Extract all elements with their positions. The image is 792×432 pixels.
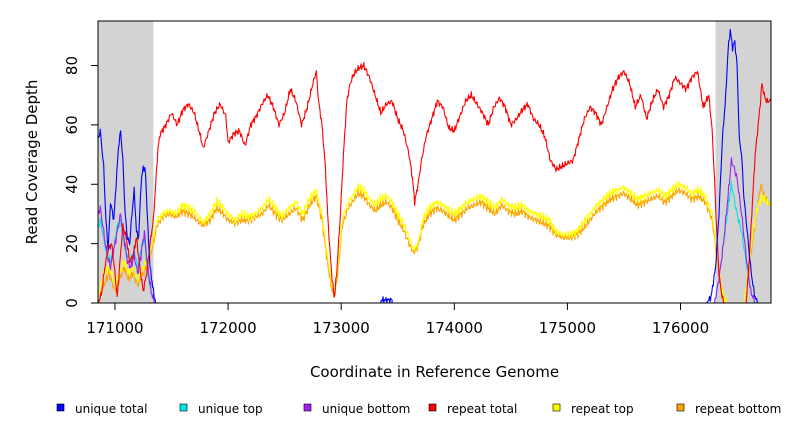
series-line-unique-total xyxy=(97,28,771,304)
x-tick-label: 175000 xyxy=(539,319,596,337)
series-line-repeat-total xyxy=(97,61,772,304)
legend-item-unique-top: unique top xyxy=(179,402,263,416)
y-tick-label: 20 xyxy=(63,234,81,253)
y-axis-label: Read Coverage Depth xyxy=(23,80,41,245)
legend-label: repeat bottom xyxy=(695,402,781,416)
x-tick-label: 174000 xyxy=(426,319,483,337)
y-tick-label: 80 xyxy=(63,56,81,75)
legend-label: repeat total xyxy=(447,402,517,416)
legend-swatch xyxy=(428,403,437,412)
x-tick-label: 176000 xyxy=(652,319,709,337)
series-line-unique-top xyxy=(97,180,771,304)
series-line-unique-bottom xyxy=(97,157,771,304)
shaded-regions xyxy=(98,21,771,303)
series-lines xyxy=(97,28,772,304)
legend-item-repeat-total: repeat total xyxy=(428,402,517,416)
legend-label: unique total xyxy=(75,402,147,416)
legend-swatch xyxy=(56,403,65,412)
legend-item-unique-bottom: unique bottom xyxy=(303,402,410,416)
axes: 171000 172000 173000 174000 175000 176000 0 20 4… xyxy=(63,56,709,337)
legend-item-repeat-bottom: repeat bottom xyxy=(676,402,781,416)
y-tick-label: 40 xyxy=(63,175,81,194)
legend-label: repeat top xyxy=(571,402,634,416)
legend-swatch xyxy=(552,403,561,412)
legend-swatch xyxy=(303,403,312,412)
legend-swatch xyxy=(179,403,188,412)
legend-label: unique top xyxy=(198,402,263,416)
legend-label: unique bottom xyxy=(322,402,410,416)
legend-swatch xyxy=(676,403,685,412)
shaded-region-1 xyxy=(715,21,771,303)
plot-frame xyxy=(97,20,772,304)
series-line-repeat-bottom xyxy=(97,183,772,304)
y-tick-label: 60 xyxy=(63,115,81,134)
legend-item-unique-total: unique total xyxy=(56,402,147,416)
x-tick-label: 171000 xyxy=(86,319,143,337)
legend-item-repeat-top: repeat top xyxy=(552,402,634,416)
x-axis-label: Coordinate in Reference Genome xyxy=(310,363,559,381)
y-tick-label: 0 xyxy=(63,298,81,308)
legend: unique total unique top unique bottom repea… xyxy=(56,402,781,416)
x-tick-label: 172000 xyxy=(199,319,256,337)
x-tick-label: 173000 xyxy=(313,319,370,337)
series-line-repeat-top xyxy=(97,180,772,304)
